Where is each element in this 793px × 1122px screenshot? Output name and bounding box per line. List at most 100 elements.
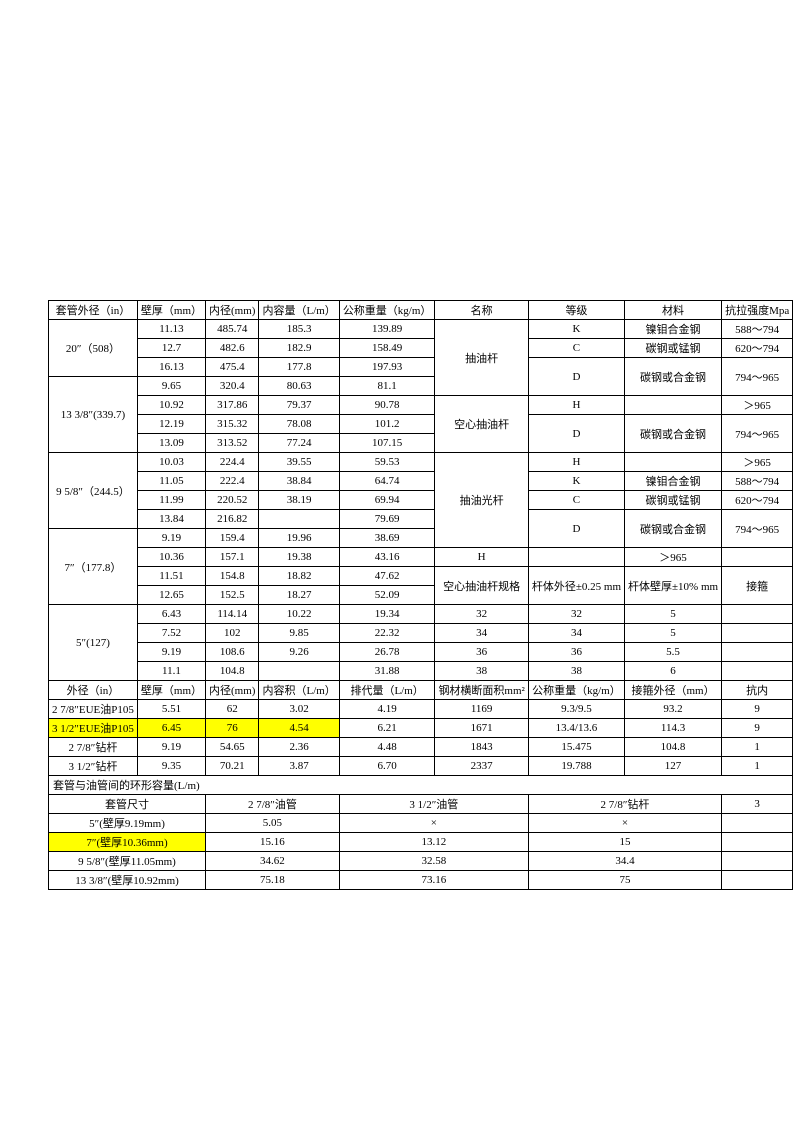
cell: 套管尺寸 <box>49 795 206 814</box>
cell <box>722 605 793 624</box>
cell: 排代量（L/m） <box>339 681 435 700</box>
cell <box>625 396 722 415</box>
cell: 7″（177.8） <box>49 529 138 605</box>
cell: 15.16 <box>206 833 340 852</box>
cell: 79.69 <box>339 510 435 529</box>
cell: 11.99 <box>137 491 205 510</box>
cell: 16.13 <box>137 358 205 377</box>
cell: 碳钢或合金钢 <box>625 358 722 396</box>
cell: 104.8 <box>625 738 722 757</box>
table-row: 11.99220.5238.1969.94C碳钢或锰钢620～794 <box>49 491 793 510</box>
table-row: 10.92317.8679.3790.78空心抽油杆H＞965 <box>49 396 793 415</box>
cell: 钢材横断面积mm² <box>435 681 528 700</box>
cell: 9 <box>722 700 793 719</box>
cell: 杆体外径±0.25 mm <box>528 567 624 605</box>
cell: 内容量（L/m） <box>259 301 339 320</box>
cell: 12.19 <box>137 415 205 434</box>
cell: 220.52 <box>206 491 259 510</box>
cell: 485.74 <box>206 320 259 339</box>
cell: 794～965 <box>722 358 793 396</box>
cell: 9 5/8″（244.5） <box>49 453 138 529</box>
table-row: 12.7482.6182.9158.49C碳钢或锰钢620～794 <box>49 339 793 358</box>
cell: 107.15 <box>339 434 435 453</box>
cell: 2.36 <box>259 738 339 757</box>
cell: 794～965 <box>722 510 793 548</box>
table-row: 7″(壁厚10.36mm)15.1613.1215 <box>49 833 793 852</box>
cell: 90.78 <box>339 396 435 415</box>
cell: 9.35 <box>137 757 205 776</box>
cell: 38.69 <box>339 529 435 548</box>
table-row: 20″（508）11.13485.74185.3139.89抽油杆K镍钼合金钢5… <box>49 320 793 339</box>
table-row: 外径（in）壁厚（mm）内径(mm)内容积（L/m）排代量（L/m）钢材横断面积… <box>49 681 793 700</box>
cell: 5 <box>625 605 722 624</box>
cell: 39.55 <box>259 453 339 472</box>
cell: 11.13 <box>137 320 205 339</box>
cell: 12.7 <box>137 339 205 358</box>
table-row: 5″(127)6.43114.1410.2219.3432325 <box>49 605 793 624</box>
cell: 2 7/8″钻杆 <box>528 795 721 814</box>
cell: 222.4 <box>206 472 259 491</box>
table-row: 16.13475.4177.8197.93D碳钢或合金钢794～965 <box>49 358 793 377</box>
cell: 101.2 <box>339 415 435 434</box>
cell: 6 <box>625 662 722 681</box>
table-row: 11.05222.438.8464.74K镍钼合金钢588～794 <box>49 472 793 491</box>
cell: 127 <box>625 757 722 776</box>
cell: 19.38 <box>259 548 339 567</box>
cell: 10.03 <box>137 453 205 472</box>
cell: 公称重量（kg/m） <box>528 681 624 700</box>
cell: 碳钢或合金钢 <box>625 510 722 548</box>
cell: 34 <box>435 624 528 643</box>
cell <box>528 548 624 567</box>
cell: 10.36 <box>137 548 205 567</box>
cell: 内径(mm) <box>206 681 259 700</box>
cell: 475.4 <box>206 358 259 377</box>
cell: 22.32 <box>339 624 435 643</box>
cell: 77.24 <box>259 434 339 453</box>
cell: 320.4 <box>206 377 259 396</box>
cell: 6.70 <box>339 757 435 776</box>
cell: 11.05 <box>137 472 205 491</box>
cell: 216.82 <box>206 510 259 529</box>
cell: 13 3/8″(壁厚10.92mm) <box>49 871 206 890</box>
cell: 9.19 <box>137 643 205 662</box>
cell: C <box>528 491 624 510</box>
cell <box>722 624 793 643</box>
cell: 18.27 <box>259 586 339 605</box>
cell: 93.2 <box>625 700 722 719</box>
cell: 5.51 <box>137 700 205 719</box>
cell: 4.54 <box>259 719 339 738</box>
cell: 12.65 <box>137 586 205 605</box>
cell: 壁厚（mm） <box>137 681 205 700</box>
cell: 38 <box>435 662 528 681</box>
cell: 接箍外径（mm） <box>625 681 722 700</box>
table-row: 13.84216.8279.69D碳钢或合金钢794～965 <box>49 510 793 529</box>
cell: 9.19 <box>137 738 205 757</box>
cell: 38.19 <box>259 491 339 510</box>
table-row: 9.19108.69.2626.7836365.5 <box>49 643 793 662</box>
cell: ＞965 <box>722 453 793 472</box>
table-row: 2 7/8″EUE油P1055.51623.024.1911699.3/9.59… <box>49 700 793 719</box>
cell: 名称 <box>435 301 528 320</box>
cell: 5.5 <box>625 643 722 662</box>
pipe-spec-table: 套管外径（in）壁厚（mm）内径(mm)内容量（L/m）公称重量（kg/m）名称… <box>48 300 793 890</box>
cell <box>722 814 793 833</box>
cell: 38.84 <box>259 472 339 491</box>
cell: × <box>528 814 721 833</box>
table-row: 11.51154.818.8247.62空心抽油杆规格杆体外径±0.25 mm杆… <box>49 567 793 586</box>
cell: 80.63 <box>259 377 339 396</box>
cell: 内径(mm) <box>206 301 259 320</box>
cell <box>722 852 793 871</box>
cell: 177.8 <box>259 358 339 377</box>
cell: 108.6 <box>206 643 259 662</box>
cell: 588～794 <box>722 320 793 339</box>
cell: 104.8 <box>206 662 259 681</box>
cell: 139.89 <box>339 320 435 339</box>
cell: 套管与油管间的环形容量(L/m) <box>49 776 793 795</box>
cell: 抗内 <box>722 681 793 700</box>
cell <box>722 833 793 852</box>
cell: 13.12 <box>339 833 528 852</box>
cell: 镍钼合金钢 <box>625 320 722 339</box>
cell: 4.19 <box>339 700 435 719</box>
cell: D <box>528 358 624 396</box>
table-row: 9 5/8″（244.5）10.03224.439.5559.53抽油光杆H＞9… <box>49 453 793 472</box>
